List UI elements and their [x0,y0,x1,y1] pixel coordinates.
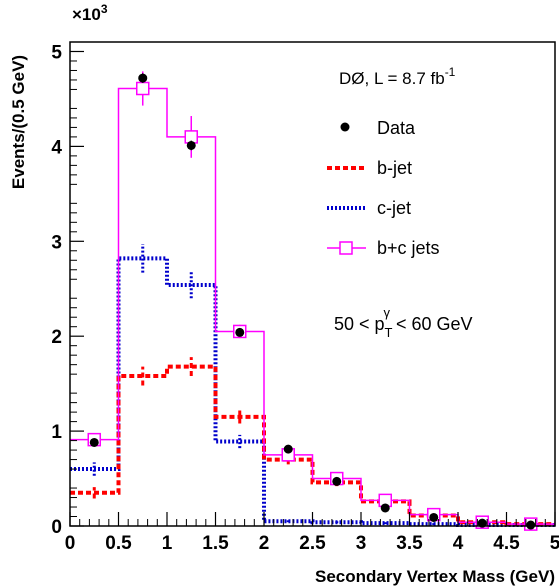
series-data [89,73,536,530]
data-point-1 [138,73,148,83]
legend-box-bc-jets [339,241,353,255]
x-tick-label-0: 0 [65,533,76,554]
hist-outline-2 [70,256,555,528]
bin-marker-3-1 [136,81,150,96]
series-b-jet [70,357,555,527]
y-tick-label-5: 5 [51,42,62,63]
y-tick-label-0: 0 [51,517,62,538]
y-multiplier-base: ×10 [72,5,101,24]
x-tick-label-9: 4.5 [493,533,520,554]
pt-range-label: 50 < pTγ < 60 GeV [334,305,473,340]
x-tick-label-2: 1 [162,533,173,554]
series-b-c-jets [70,71,555,531]
series-layer [70,71,555,531]
x-tick-label-4: 2 [259,533,270,554]
legend-label-bc-jets: b+c jets [377,238,440,258]
data-point-4 [283,444,293,454]
legend: Data b-jet c-jet b+c jets [327,118,440,258]
experiment-label-sup: -1 [445,65,456,79]
y-tick-label-3: 3 [51,232,62,253]
data-point-5 [332,476,342,486]
pt-range-sub: T [385,325,393,340]
x-tick-label-5: 2.5 [299,533,326,554]
data-point-0 [89,437,99,447]
experiment-label-main: DØ, L = 8.7 fb [339,69,445,88]
x-tick-label-1: 0.5 [105,533,132,554]
legend-label-b-jet: b-jet [377,158,412,178]
y-axis-title: Events/(0.5 GeV) [9,55,28,189]
pt-range-right: < 60 GeV [396,314,473,334]
y-multiplier-exp: 3 [101,2,108,16]
y-multiplier: ×103 [72,2,108,24]
legend-label-c-jet: c-jet [377,198,411,218]
x-tick-label-8: 4 [453,533,464,554]
data-point-7 [429,512,439,522]
hist-outline-1 [70,364,555,527]
legend-marker-data [340,122,350,132]
data-point-9 [526,520,536,530]
hist-outline-3 [70,87,555,525]
y-tick-label-4: 4 [51,137,62,158]
axes-layer [69,41,556,527]
data-point-3 [235,327,245,337]
x-tick-label-6: 3 [356,533,367,554]
x-axis-title: Secondary Vertex Mass (GeV) [315,567,555,586]
pt-range-sup: γ [384,305,391,320]
data-point-2 [186,140,196,150]
ticks-layer: 0 0.5 1 1.5 2 2.5 3 3.5 4 4.5 5 0 1 2 3 4 5 [51,41,559,554]
pt-range-left: 50 < p [334,314,385,334]
x-tick-label-3: 1.5 [202,533,229,554]
data-point-6 [380,503,390,513]
experiment-label: DØ, L = 8.7 fb-1 [339,65,456,88]
y-tick-label-1: 1 [51,422,62,443]
x-tick-label-7: 3.5 [396,533,423,554]
legend-label-data: Data [377,118,416,138]
y-tick-label-2: 2 [51,327,62,348]
plot-frame [69,41,556,527]
x-tick-label-10: 5 [550,533,559,554]
